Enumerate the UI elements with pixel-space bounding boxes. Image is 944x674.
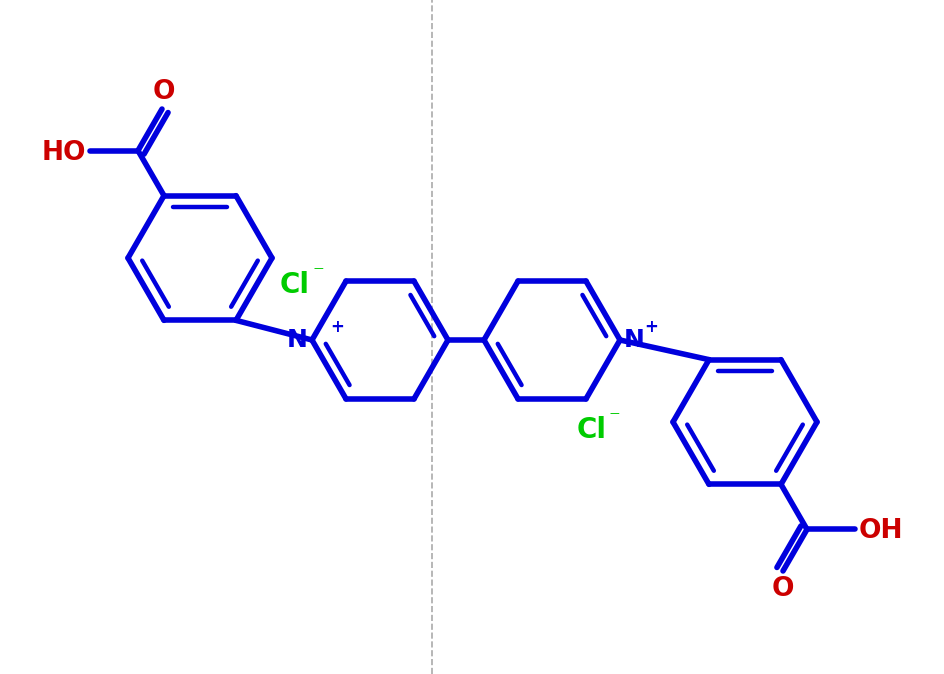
Text: ⁻: ⁻ [608,408,620,428]
Text: N: N [287,328,308,352]
Text: O: O [153,79,175,105]
Text: N: N [623,328,644,352]
Text: O: O [771,576,793,602]
Text: HO: HO [42,140,86,166]
Text: Cl: Cl [577,416,606,444]
Text: Cl: Cl [279,271,310,299]
Text: ⁻: ⁻ [312,263,324,283]
Text: +: + [643,318,657,336]
Text: OH: OH [858,518,902,545]
Text: +: + [329,318,344,336]
